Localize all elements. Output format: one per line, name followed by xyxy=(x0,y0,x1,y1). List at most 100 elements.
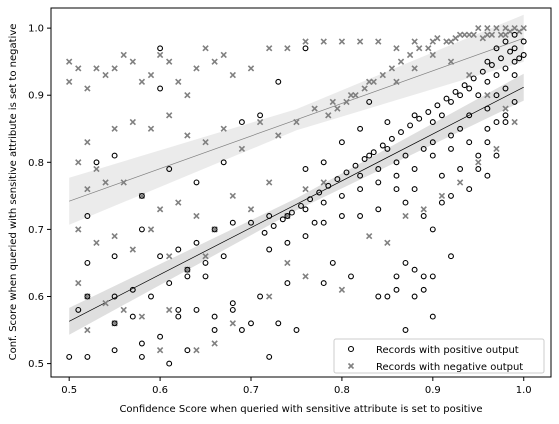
point-positive xyxy=(257,293,264,300)
point-negative xyxy=(343,98,350,106)
point-positive xyxy=(84,293,91,300)
point-negative xyxy=(238,145,246,153)
point-negative xyxy=(429,38,436,45)
point-positive xyxy=(111,320,118,327)
point-negative xyxy=(120,51,127,59)
point-positive xyxy=(411,112,418,119)
point-negative xyxy=(184,92,191,99)
point-negative xyxy=(193,346,200,354)
point-negative xyxy=(456,179,464,186)
point-positive xyxy=(511,72,518,79)
point-positive xyxy=(466,186,473,193)
point-positive xyxy=(338,213,345,219)
point-positive xyxy=(507,48,514,55)
point-positive xyxy=(502,65,509,72)
point-positive xyxy=(229,306,236,313)
point-negative xyxy=(334,105,341,112)
point-negative xyxy=(229,320,236,327)
point-positive xyxy=(375,179,382,186)
point-positive xyxy=(193,239,200,246)
point-positive xyxy=(520,52,527,58)
point-positive xyxy=(307,196,314,203)
y-tick-label: 0.8 xyxy=(28,158,44,169)
point-positive xyxy=(384,293,391,300)
point-positive xyxy=(488,62,495,68)
y-tick-label: 0.5 xyxy=(28,359,44,370)
point-positive xyxy=(461,82,468,89)
point-negative xyxy=(66,58,73,65)
point-positive xyxy=(411,293,418,300)
point-negative xyxy=(147,71,155,79)
point-positive xyxy=(448,145,454,152)
point-positive xyxy=(84,259,91,266)
point-negative xyxy=(284,45,291,52)
point-positive xyxy=(438,112,445,119)
point-positive xyxy=(502,38,509,45)
point-positive xyxy=(470,75,477,82)
point-positive xyxy=(261,229,268,236)
point-positive xyxy=(438,199,445,206)
point-positive xyxy=(84,213,91,219)
point-positive xyxy=(311,219,318,226)
point-negative xyxy=(434,35,441,42)
point-positive xyxy=(452,88,459,95)
point-negative xyxy=(366,232,373,240)
point-positive xyxy=(384,145,391,152)
point-positive xyxy=(493,45,500,52)
point-positive xyxy=(211,327,218,333)
point-positive xyxy=(129,286,136,293)
point-positive xyxy=(484,172,491,179)
point-positive xyxy=(329,259,336,266)
point-negative xyxy=(266,293,273,300)
point-negative xyxy=(147,125,155,132)
point-negative xyxy=(511,24,518,32)
point-positive xyxy=(316,189,323,196)
point-positive xyxy=(402,152,409,159)
point-positive xyxy=(357,172,364,179)
point-positive xyxy=(502,119,509,126)
point-positive xyxy=(111,253,118,260)
point-negative xyxy=(484,24,491,32)
point-positive xyxy=(502,112,509,119)
point-positive xyxy=(157,253,164,260)
point-negative xyxy=(211,340,218,347)
point-positive xyxy=(429,226,436,233)
point-negative xyxy=(156,206,164,213)
point-positive xyxy=(357,186,364,193)
point-negative xyxy=(129,58,136,65)
point-negative xyxy=(447,58,455,65)
point-negative xyxy=(247,65,255,72)
point-negative xyxy=(284,259,291,267)
point-negative xyxy=(266,45,273,52)
point-positive xyxy=(184,266,191,273)
point-negative xyxy=(338,286,346,293)
point-negative xyxy=(111,125,118,132)
point-positive xyxy=(138,226,145,233)
point-positive xyxy=(429,152,436,159)
point-negative xyxy=(166,306,173,314)
point-negative xyxy=(75,226,82,233)
point-negative xyxy=(443,38,450,45)
point-positive xyxy=(320,219,327,226)
point-positive xyxy=(279,216,286,223)
point-negative xyxy=(129,246,136,253)
point-negative xyxy=(493,145,500,153)
point-positive xyxy=(302,206,309,213)
point-negative xyxy=(75,65,82,72)
point-positive xyxy=(111,293,118,300)
point-positive xyxy=(466,112,473,119)
point-negative xyxy=(411,65,418,72)
point-positive xyxy=(288,209,295,216)
point-positive xyxy=(348,273,354,280)
point-negative xyxy=(375,38,382,45)
point-negative xyxy=(438,192,446,200)
point-positive xyxy=(166,360,173,367)
point-negative xyxy=(138,313,146,320)
point-negative xyxy=(166,253,173,260)
point-positive xyxy=(284,239,291,246)
point-negative xyxy=(75,279,82,287)
point-positive xyxy=(157,333,164,340)
point-positive xyxy=(511,31,518,38)
point-negative xyxy=(129,118,136,126)
point-negative xyxy=(138,78,146,85)
